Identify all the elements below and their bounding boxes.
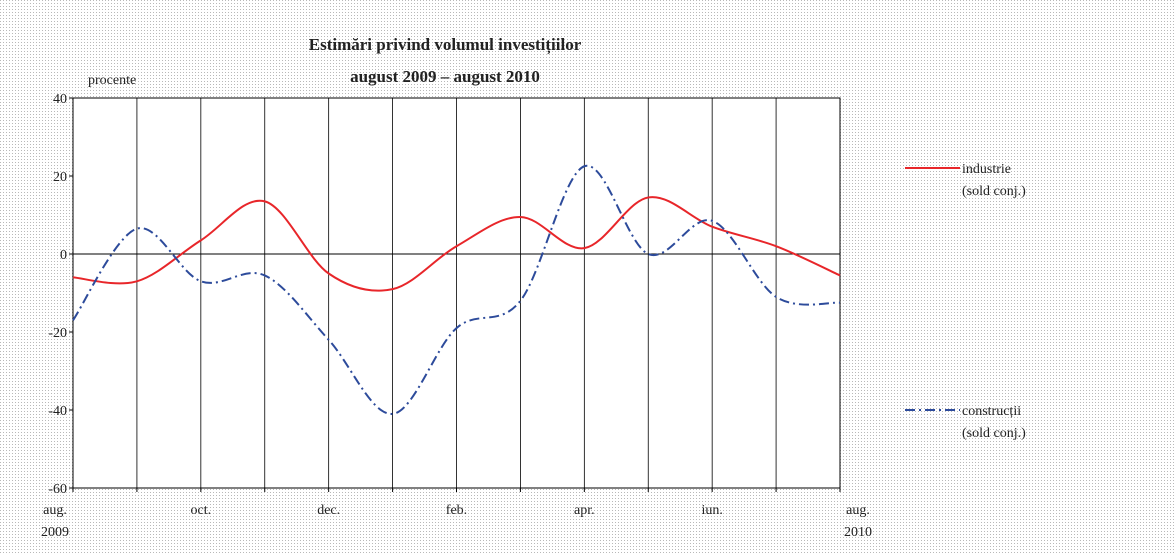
y-tick-label: 0 [60, 248, 67, 263]
x-tick-label: iun. [701, 503, 722, 518]
legend-label: industrie (sold conj.) [962, 162, 1026, 199]
y-tick-label: -20 [48, 326, 67, 341]
y-tick-label: -60 [48, 482, 67, 497]
chart-subtitle: august 2009 – august 2010 [350, 67, 540, 86]
y-tick-label: 40 [53, 92, 67, 107]
y-tick-label: -40 [48, 404, 67, 419]
x-tick-label: aug. 2009 [41, 503, 69, 540]
legend-label: construcții (sold conj.) [962, 404, 1026, 441]
series-line [72, 165, 841, 415]
x-tick-label: feb. [446, 503, 467, 518]
x-tick-label: apr. [574, 503, 595, 518]
x-tick-label: oct. [191, 503, 212, 518]
y-axis-label: procente [88, 73, 136, 88]
x-tick-label: dec. [317, 503, 340, 518]
x-tick-label: aug. 2010 [844, 503, 872, 540]
series-line [72, 196, 841, 292]
chart-title: Estimări privind volumul investițiilor [309, 35, 582, 55]
y-tick-label: 20 [53, 170, 67, 185]
